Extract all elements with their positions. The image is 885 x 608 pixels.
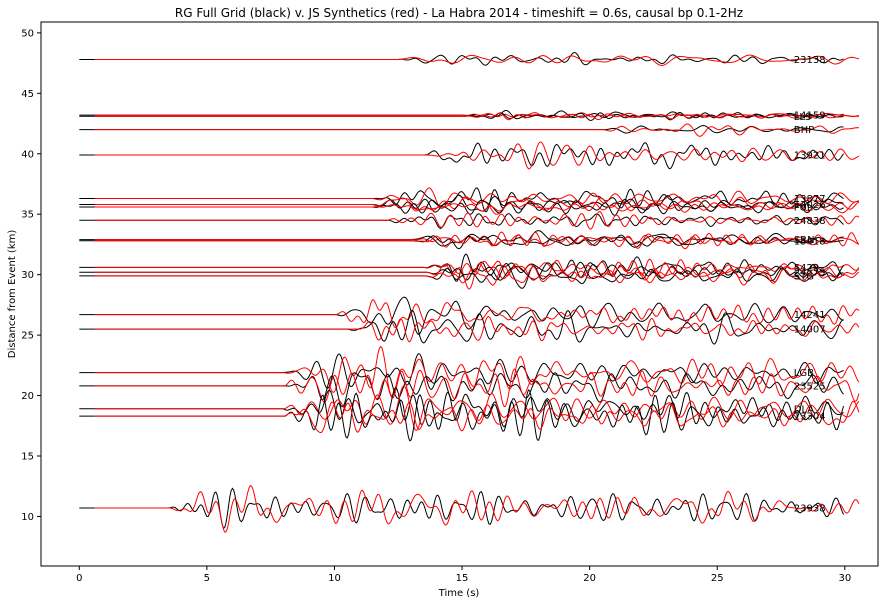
y-tick-label: 45 xyxy=(21,89,34,100)
station-label-LLS: LLS xyxy=(794,112,812,123)
y-axis-label: Distance from Event (km) xyxy=(7,230,18,359)
x-axis-label: Time (s) xyxy=(438,588,480,599)
x-tick-label: 5 xyxy=(204,573,210,584)
trace-synthetic-LGB xyxy=(94,346,860,397)
station-label-DLA: DLA xyxy=(794,404,815,415)
trace-synthetic-23138 xyxy=(94,54,860,66)
trace-synthetic-LLS xyxy=(94,112,860,121)
y-tick-label: 50 xyxy=(21,28,34,39)
trace-synthetic-13921 xyxy=(94,141,860,170)
station-label-5429: 5429 xyxy=(794,263,819,274)
station-label-24575: 24575 xyxy=(794,268,826,279)
station-label-13304: 13304 xyxy=(794,412,826,423)
station-label-LGB: LGB xyxy=(794,368,814,379)
traces-group xyxy=(79,51,860,533)
trace-synthetic-23525 xyxy=(94,368,860,408)
y-tick-label: 10 xyxy=(21,512,34,523)
trace-synthetic-14007 xyxy=(94,315,860,343)
trace-observed-23938 xyxy=(79,487,845,529)
trace-synthetic-13877 xyxy=(94,187,860,210)
trace-synthetic-STG xyxy=(94,264,860,286)
y-tick-label: 30 xyxy=(21,270,34,281)
y-tick-label: 20 xyxy=(21,391,34,402)
trace-synthetic-23938 xyxy=(94,485,860,533)
station-label-SRN: SRN xyxy=(794,235,815,246)
y-tick-label: 25 xyxy=(21,331,34,342)
station-label-FUL: FUL xyxy=(794,202,813,213)
x-tick-label: 20 xyxy=(583,573,596,584)
station-label-23525: 23525 xyxy=(794,381,826,392)
station-label-13418: 13418 xyxy=(794,236,826,247)
y-tick-label: 15 xyxy=(21,451,34,462)
station-label-23938: 23938 xyxy=(794,503,826,514)
y-tick-label: 40 xyxy=(21,149,34,160)
station-label-14241: 14241 xyxy=(794,310,826,321)
trace-synthetic-24838 xyxy=(94,210,860,230)
y-axis-ticks: 10 15 20 25 30 35 40 45 50 xyxy=(21,28,41,523)
station-label-14007: 14007 xyxy=(794,325,826,336)
trace-synthetic-FUL xyxy=(94,201,860,213)
station-label-13921: 13921 xyxy=(794,150,826,161)
x-tick-label: 30 xyxy=(838,573,851,584)
trace-synthetic-BHP xyxy=(94,123,859,137)
x-tick-label: 15 xyxy=(456,573,469,584)
station-label-BHP: BHP xyxy=(794,125,814,136)
x-tick-label: 25 xyxy=(711,573,724,584)
station-label-14026: 14026 xyxy=(794,200,826,211)
station-label-14159: 14159 xyxy=(794,111,826,122)
plot-frame xyxy=(40,21,879,567)
station-label-13877: 13877 xyxy=(794,194,826,205)
trace-synthetic-13418 xyxy=(94,233,860,250)
y-tick-label: 35 xyxy=(21,210,34,221)
x-tick-label: 10 xyxy=(328,573,341,584)
chart-title: RG Full Grid (black) v. JS Synthetics (r… xyxy=(175,6,743,20)
x-tick-label: 0 xyxy=(76,573,82,584)
trace-synthetic-13304 xyxy=(94,400,860,434)
station-label-23138: 23138 xyxy=(794,55,826,66)
station-label-STG: STG xyxy=(794,271,814,282)
trace-synthetic-14241 xyxy=(94,298,860,329)
trace-synthetic-5429 xyxy=(94,258,860,277)
station-label-24838: 24838 xyxy=(794,216,826,227)
trace-synthetic-24575 xyxy=(94,259,860,290)
x-axis-ticks: 0 5 10 15 20 25 30 xyxy=(76,566,851,584)
